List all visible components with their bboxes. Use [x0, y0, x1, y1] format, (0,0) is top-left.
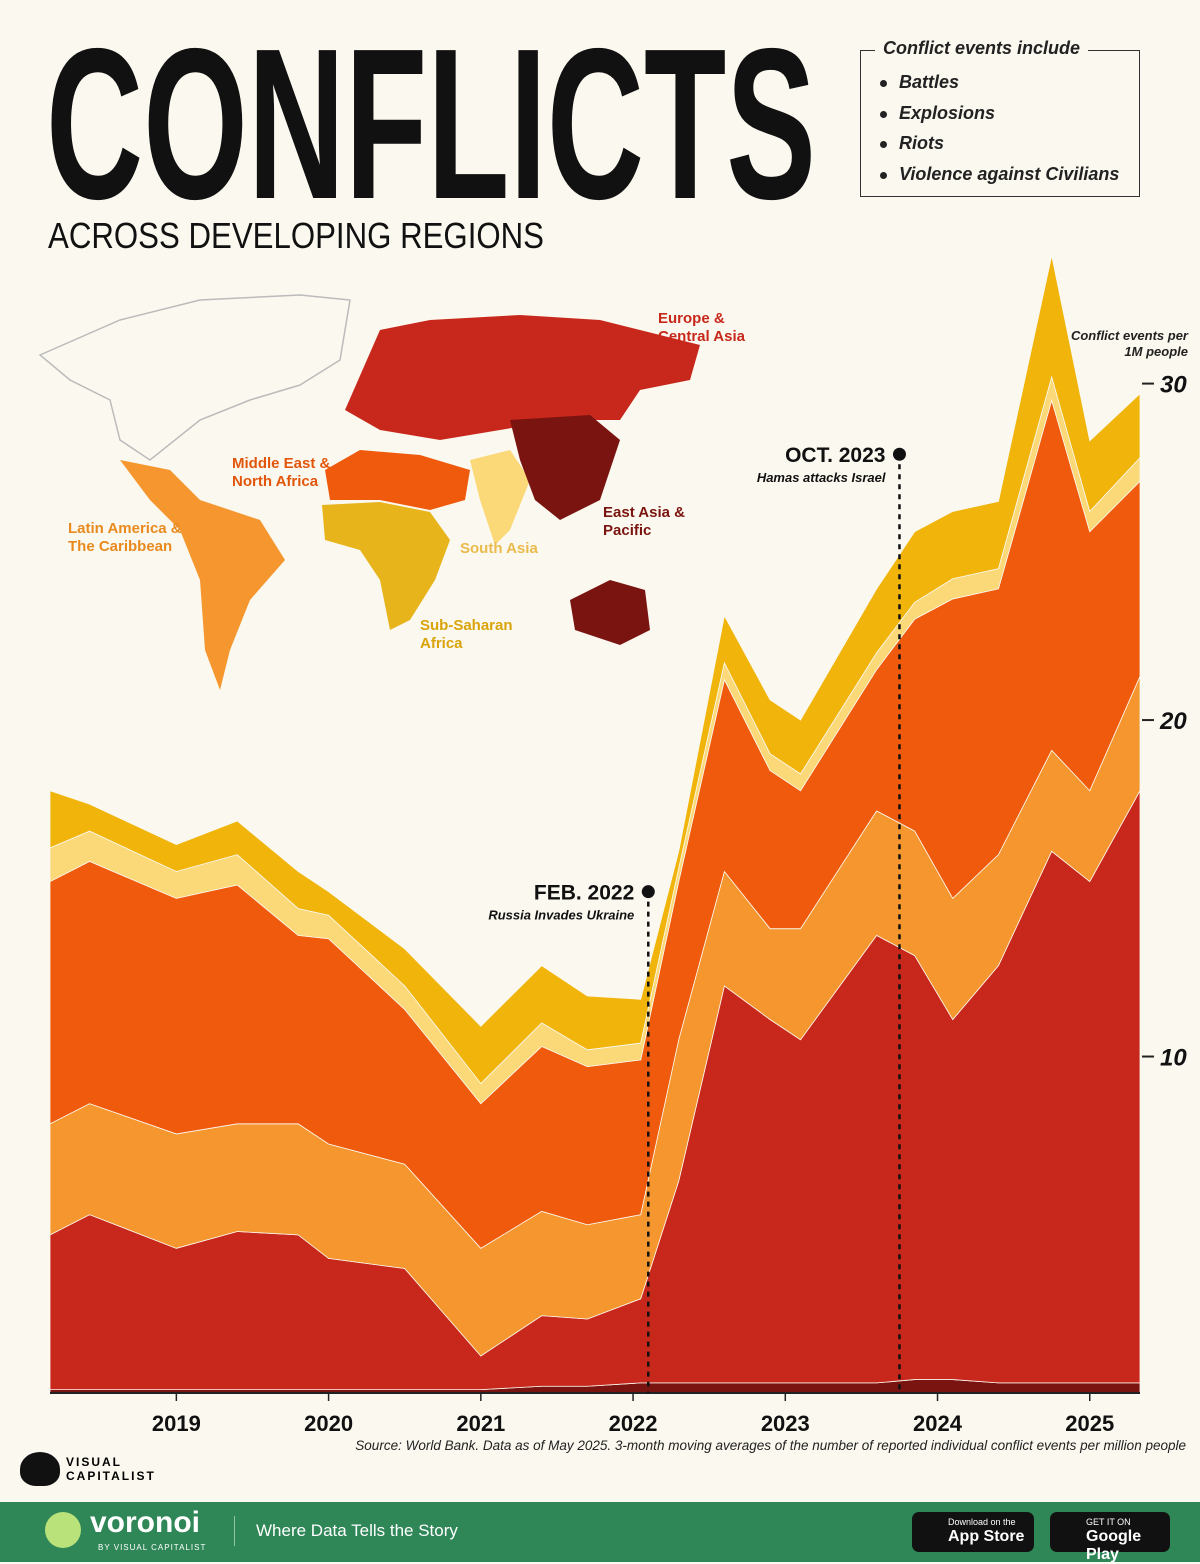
map-mena [325, 450, 470, 510]
tagline: Where Data Tells the Story [256, 1521, 458, 1540]
y-tick-label: 20 [1159, 708, 1187, 735]
x-tick-label: 2022 [609, 1411, 658, 1436]
area [49, 255, 1141, 1085]
voronoi-icon [45, 1512, 81, 1548]
x-tick-label: 2025 [1065, 1411, 1114, 1436]
google-play: Google Play [1086, 1528, 1142, 1563]
world-map [38, 294, 700, 690]
google-small: GET IT ON [1086, 1517, 1131, 1527]
x-tick-label: 2021 [456, 1411, 505, 1436]
x-tick-label: 2019 [152, 1411, 201, 1436]
title: CONFLICTS [46, 3, 816, 244]
annotation-note: Russia Invades Ukraine [488, 908, 634, 923]
google-play-button[interactable]: GET IT ON Google Play [1050, 1512, 1170, 1563]
legend-item: Riots [880, 133, 944, 154]
annotation-dot [892, 447, 906, 461]
legend-region-label: East Asia & Pacific [603, 504, 685, 539]
logo-by: BY VISUAL CAPITALIST [98, 1543, 207, 1552]
legend-region-label: South Asia [460, 540, 538, 557]
x-tick-label: 2020 [304, 1411, 353, 1436]
y-tick-label: 30 [1160, 372, 1187, 399]
map-australia [570, 580, 650, 645]
legend-item: Violence against Civilians [880, 164, 1119, 185]
map-east-asia [510, 415, 620, 520]
map-south-asia [470, 450, 530, 545]
source: Source: World Bank. Data as of May 2025.… [355, 1438, 1186, 1453]
map-latin-america [120, 460, 285, 690]
divider [234, 1516, 235, 1546]
chart: CONFLICTS ACROSS DEVELOPING REGIONS 2019… [38, 3, 1187, 1436]
logo: voronoi [90, 1506, 200, 1539]
app-store: App Store [948, 1528, 1025, 1545]
map-europe-central-asia [345, 315, 700, 440]
annotation-note: Hamas attacks Israel [757, 470, 886, 485]
legend-region-label: Latin America & The Caribbean [68, 520, 182, 555]
legend-title: Conflict events include [875, 38, 1089, 59]
vc-logo [20, 1452, 60, 1486]
y-axis-label: Conflict events per 1M people [1070, 328, 1188, 359]
legend-item: Battles [880, 72, 959, 93]
legend-item: Explosions [880, 103, 995, 124]
legend-region-label: Middle East & North Africa [232, 455, 331, 490]
app-store-button[interactable]: Download on the App Store [912, 1512, 1034, 1552]
brand-top: VISUAL [66, 1455, 123, 1469]
y-tick-label: 10 [1160, 1045, 1187, 1072]
annotation-label: FEB. 2022 [534, 882, 634, 905]
brand-bottom: CAPITALIST [66, 1469, 156, 1483]
annotation-dot [641, 885, 655, 899]
x-tick-label: 2023 [761, 1411, 810, 1436]
legend-region-label: Europe & Central Asia [658, 310, 745, 345]
legend-region-label: Sub-Saharan Africa [420, 617, 513, 652]
x-tick-label: 2024 [913, 1411, 963, 1436]
map-ssa [322, 502, 450, 630]
map-north-america [38, 294, 351, 461]
subtitle: ACROSS DEVELOPING REGIONS [48, 215, 544, 256]
annotation-label: OCT. 2023 [785, 444, 885, 467]
app-store-small: Download on the [948, 1517, 1016, 1527]
